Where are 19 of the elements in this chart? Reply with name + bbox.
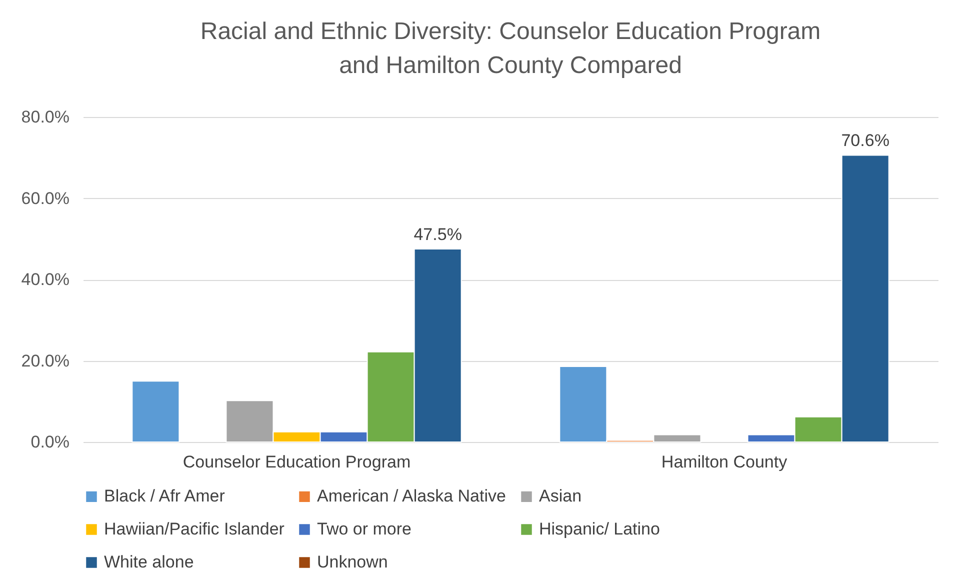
y-tick-label: 80.0% [21,108,70,126]
y-tick-label: 0.0% [30,432,70,452]
x-tick-label: Counselor Education Program [182,452,411,472]
data-label: 47.5% [414,225,462,244]
legend-label: American / Alaska Native [317,486,506,506]
legend-label: Asian [539,486,582,506]
legend-label: Two or more [317,520,412,538]
data-label: 70.6% [841,131,890,150]
bar [132,380,180,442]
legend-label: Black / Afr Amer [104,486,226,506]
x-tick-label: Hamilton County [661,452,788,472]
legend-label: Hispanic/ Latino [539,520,660,538]
legend-label: White alone [104,552,194,572]
y-tick-label: 20.0% [21,351,70,370]
y-tick-label: 40.0% [21,270,70,289]
legend-label: Unknown [317,552,388,572]
y-tick-label: 60.0% [21,188,70,208]
chart-title: Racial and Ethnic Diversity: Counselor Education Program and Hamilton County Compared [200,18,821,79]
legend-label: Hawiian/Pacific Islander [104,520,285,538]
